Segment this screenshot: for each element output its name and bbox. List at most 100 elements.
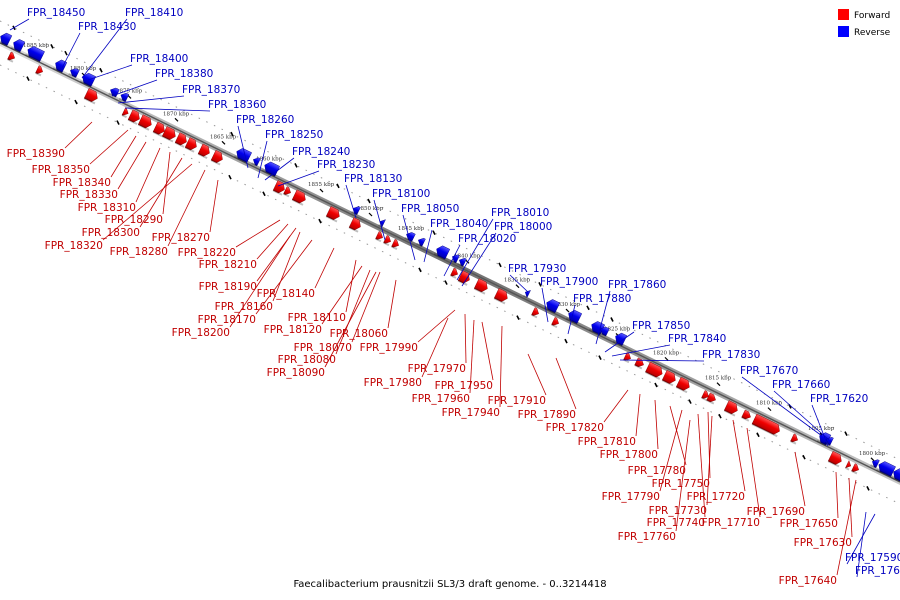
gene-label: FPR_17790 (602, 491, 660, 503)
intergenic-marker (498, 262, 502, 268)
ruler-tick-mark (716, 382, 721, 387)
label-leader-line (110, 135, 137, 178)
label-leader-line (335, 269, 371, 355)
label-leader-line (707, 411, 711, 479)
gene-label: FPR_17800 (600, 449, 658, 461)
label-leader-line (209, 179, 219, 233)
gene-label: FPR_17740 (647, 517, 705, 529)
ruler-tick-label: 1830 kbp (554, 302, 581, 308)
gene-label: FPR_18010 (491, 207, 549, 219)
gene-label: FPR_17750 (652, 478, 710, 490)
gene-label: FPR_17990 (360, 342, 418, 354)
ruler-tick-mark (565, 308, 570, 313)
label-leader-line (527, 353, 547, 396)
intergenic-marker (444, 280, 448, 285)
gene-label: FPR_17820 (546, 422, 604, 434)
forward-gene-glyph (7, 51, 15, 63)
gene-label: FPR_17880 (573, 293, 631, 305)
gene-label: FPR_17840 (668, 333, 726, 345)
gene-label: FPR_18190 (199, 281, 257, 293)
forward-gene-glyph (210, 149, 223, 166)
intergenic-marker (802, 454, 806, 460)
intergenic-marker (294, 163, 298, 168)
label-leader-line (235, 219, 281, 248)
label-leader-line (9, 18, 30, 31)
backbone-centerline (0, 42, 900, 483)
label-leader-line (669, 405, 687, 466)
reverse-gene-glyph (433, 245, 451, 261)
reverse-gene-glyph (68, 68, 80, 79)
reverse-gene-glyph (0, 32, 13, 47)
reverse-gene-glyph (870, 459, 880, 469)
gene-label: FPR_17590 (845, 552, 900, 564)
gene-label: FPR_18290 (105, 214, 163, 226)
intergenic-marker (262, 191, 266, 197)
intergenic-marker (418, 267, 422, 273)
label-leader-line (619, 359, 705, 362)
ruler-tick-label: 1855 kbp (308, 182, 335, 188)
ruler-tick-label: 1885 kbp (23, 43, 50, 49)
intergenic-marker (230, 131, 234, 137)
forward-gene-glyph (661, 369, 676, 387)
gene-label: FPR_18050 (401, 203, 459, 215)
label-leader-line (421, 317, 449, 378)
gene-label: FPR_18270 (152, 232, 210, 244)
label-leader-line (87, 64, 133, 81)
ruler-tick-label: 1810 kbp (756, 401, 783, 407)
intergenic-marker (538, 282, 542, 287)
intergenic-marker (654, 382, 658, 388)
label-leader-line (324, 271, 377, 368)
reverse-gene-glyph (10, 39, 26, 53)
label-leader-line (135, 147, 161, 203)
label-leader-line (732, 419, 746, 492)
reverse-gene-glyph (416, 237, 426, 248)
gene-label: FPR_18410 (125, 7, 183, 19)
label-leader-line (595, 290, 611, 345)
reverse-gene-glyph (108, 87, 120, 98)
label-leader-line (345, 259, 357, 313)
reverse-gene-glyph (543, 299, 561, 314)
ruler-tick-label: 1820 kbp (653, 350, 680, 356)
label-leader-line (351, 271, 381, 343)
label-leader-line (481, 321, 494, 381)
gene-label: FPR_17780 (628, 465, 686, 477)
gene-label: FPR_18120 (264, 324, 322, 336)
reverse-gene-glyph (523, 289, 531, 299)
gene-label: FPR_18140 (257, 288, 315, 300)
label-leader-line (402, 214, 416, 261)
gene-label: FPR_18260 (236, 114, 294, 126)
gene-label: FPR_17690 (747, 506, 805, 518)
ruler-tick-mark (515, 284, 520, 289)
gene-label: FPR_18000 (494, 221, 552, 233)
label-leader-line (89, 129, 129, 165)
reverse-gene-glyph (118, 92, 130, 103)
gene-label: FPR_18400 (130, 53, 188, 65)
ruler-tick-mark (664, 356, 669, 361)
gene-label: FPR_17620 (810, 393, 868, 405)
label-leader-line (272, 231, 301, 302)
intergenic-marker (74, 99, 78, 105)
label-leader-line (417, 309, 456, 343)
legend-swatch-reverse (838, 26, 849, 37)
forward-gene-glyph (137, 114, 152, 131)
label-leader-line (443, 244, 461, 277)
label-leader-line (314, 247, 335, 289)
intergenic-marker (688, 399, 692, 404)
gene-label: FPR_18110 (288, 312, 346, 324)
ruler-tick-label: 1815 kbp (705, 376, 732, 382)
legend-label-forward: Forward (854, 11, 890, 21)
label-leader-line (461, 232, 497, 287)
gene-label: FPR_17630 (794, 537, 852, 549)
gene-label: FPR_17650 (780, 518, 838, 530)
label-leader-line (277, 170, 320, 187)
label-leader-line (469, 319, 475, 394)
intergenic-marker (844, 431, 848, 437)
gene-label: FPR_17950 (435, 380, 493, 392)
gene-label: FPR_17930 (508, 263, 566, 275)
gene-label: FPR_17810 (578, 436, 636, 448)
forward-gene-glyph (551, 317, 559, 329)
intergenic-marker (116, 120, 120, 125)
reverse-gene-glyph (52, 59, 68, 74)
forward-gene-glyph (851, 463, 859, 475)
